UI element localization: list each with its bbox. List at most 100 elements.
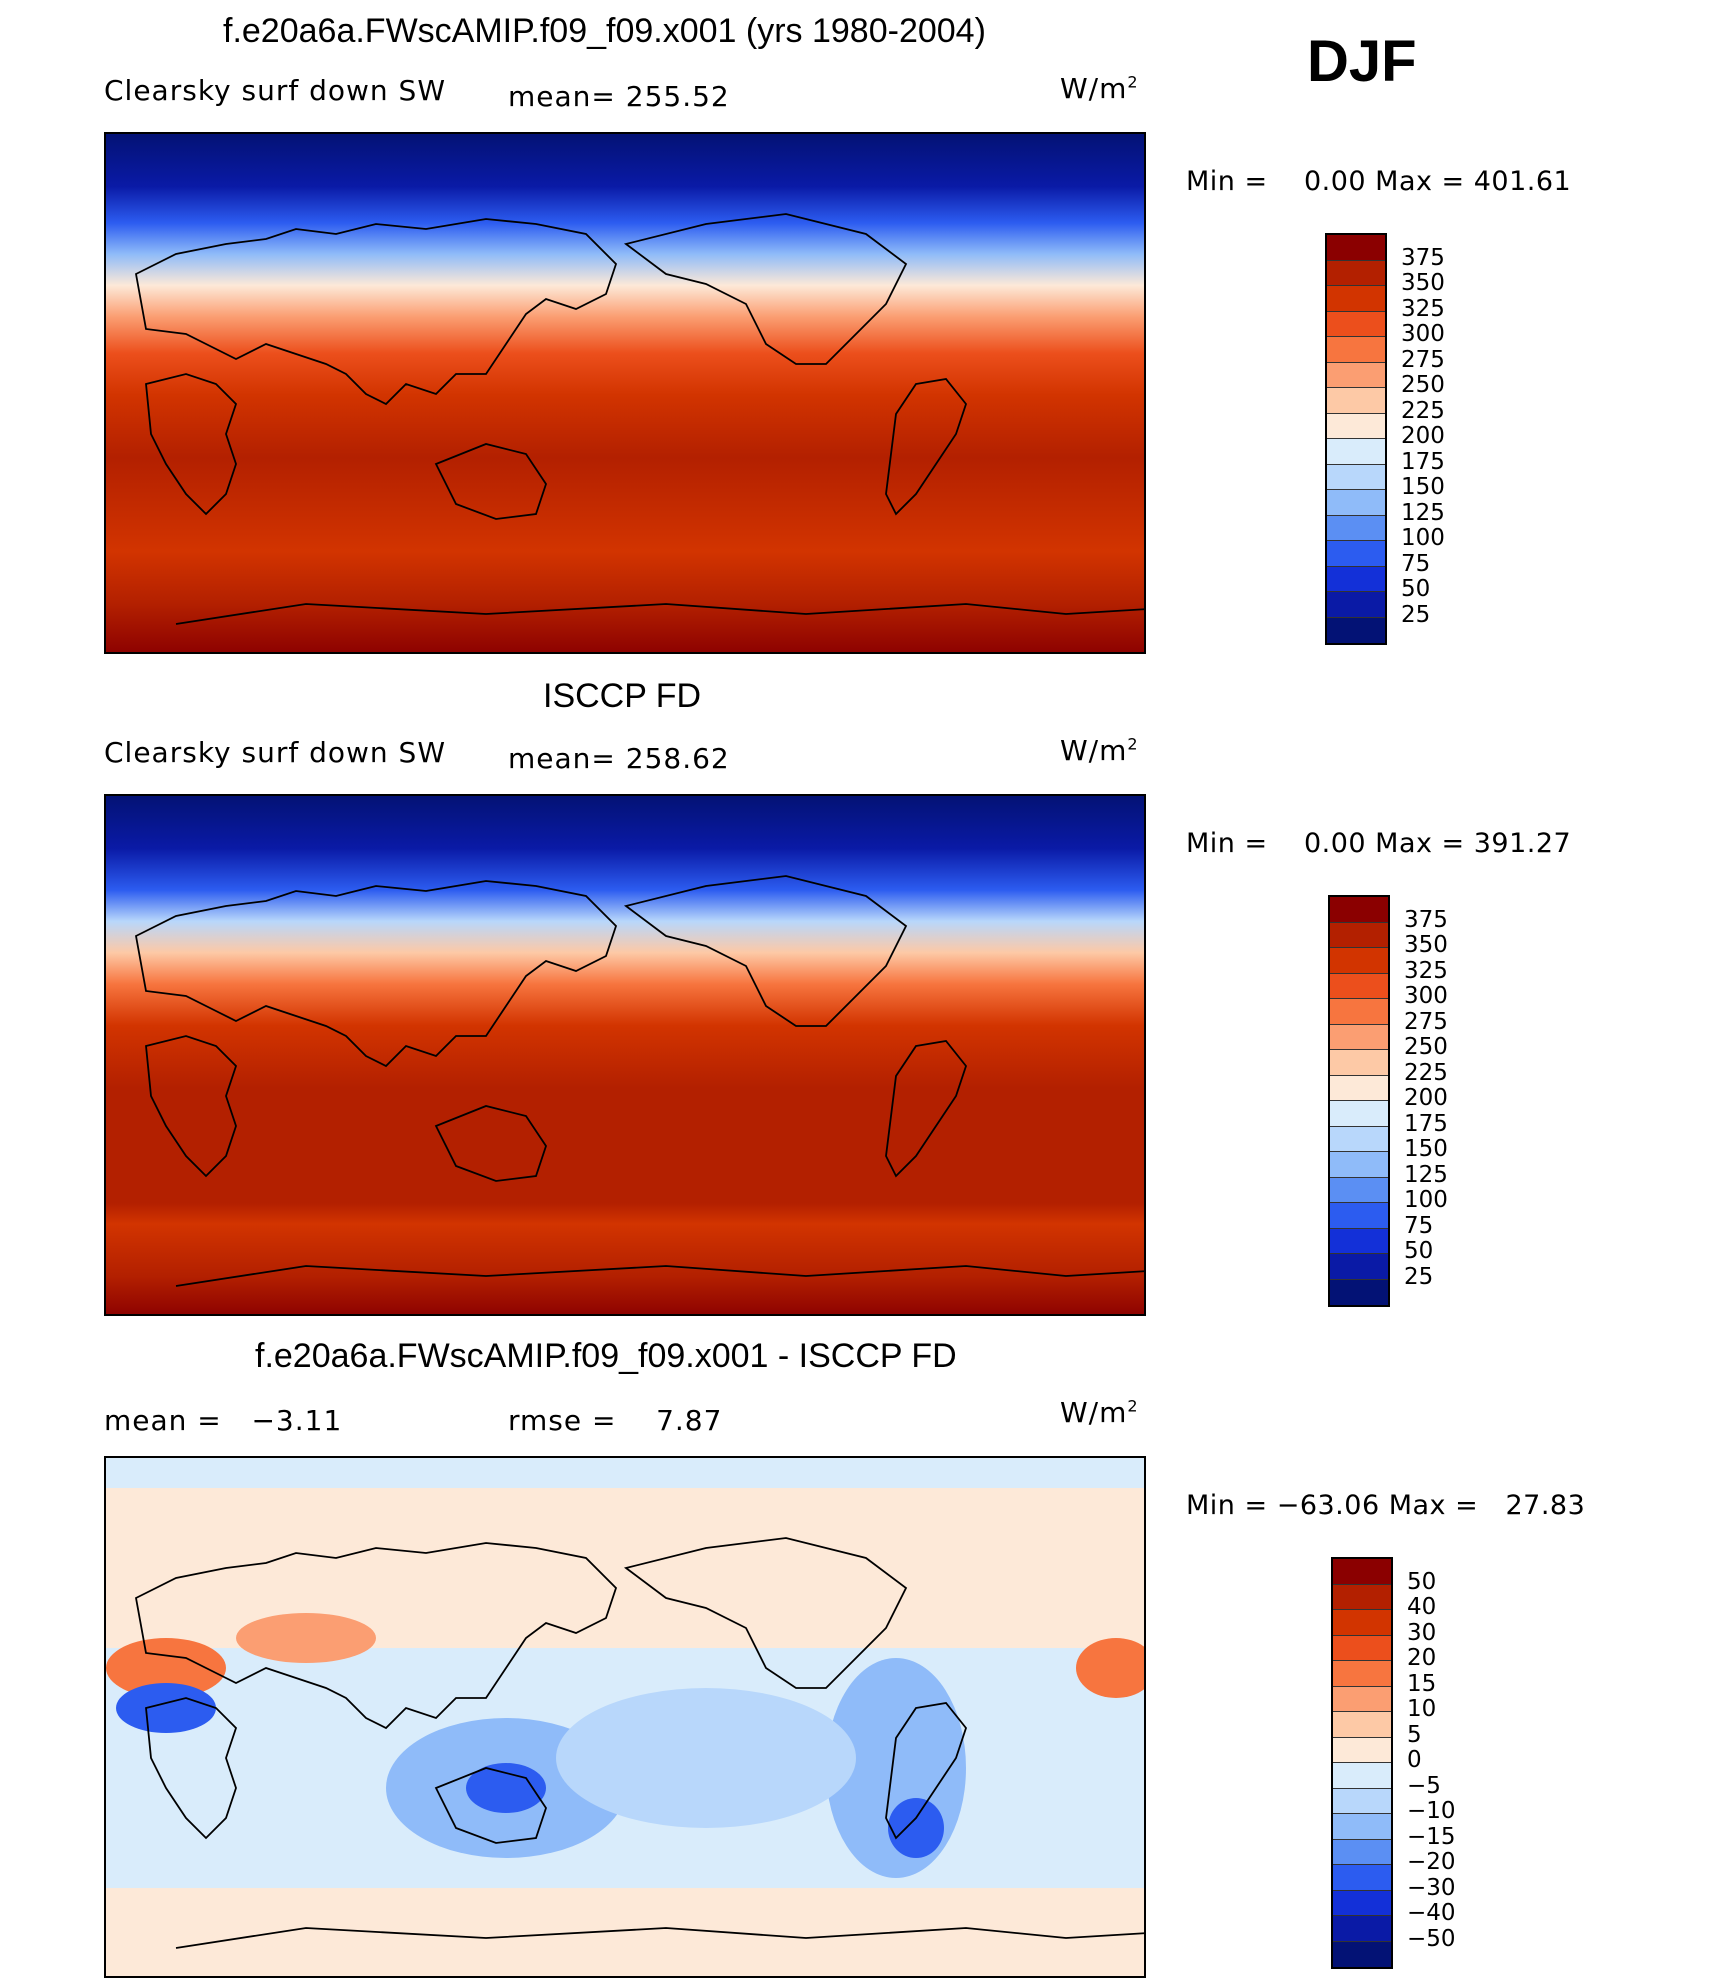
panel2-map [104,794,1146,1316]
panel3-field-anomaly [236,1613,376,1663]
colorbar-segment [1333,1610,1391,1636]
colorbar-segment [1330,973,1388,999]
colorbar-tick-label: 150 [1401,474,1445,500]
colorbar-segment [1333,1584,1391,1610]
colorbar-tick-label: 375 [1404,906,1448,933]
panel1-mean-label: mean= 255.52 [508,80,730,113]
colorbar-tick-label: 20 [1407,1645,1437,1671]
colorbar-tick-label: 40 [1407,1594,1437,1620]
colorbar-tick-label: 350 [1404,932,1448,958]
colorbar-tick-label: 250 [1401,372,1445,398]
panel3-map-field [106,1458,1144,1976]
panel3-units: W/m2 [1060,1396,1139,1429]
colorbar-tick-label: 325 [1401,295,1445,322]
panel3-colorbar [1331,1557,1393,1969]
colorbar-segment [1330,1075,1388,1101]
colorbar-segment [1327,260,1385,286]
colorbar-tick-label: 375 [1401,244,1445,271]
colorbar-segment [1330,999,1388,1025]
colorbar-tick-label: 15 [1407,1670,1437,1697]
colorbar-tick-label: −40 [1407,1900,1456,1926]
colorbar-segment [1327,490,1385,516]
colorbar-segment [1330,1203,1388,1229]
colorbar-tick-label: 275 [1404,1008,1448,1035]
colorbar-segment [1333,1865,1391,1891]
colorbar-segment [1330,948,1388,974]
colorbar-segment [1333,1839,1391,1865]
colorbar-tick-label: 225 [1401,397,1445,424]
panel1-coastlines [134,213,1144,625]
colorbar-segment [1333,1661,1391,1687]
colorbar-segment [1327,439,1385,465]
colorbar-segment [1327,541,1385,567]
colorbar-tick-label: 350 [1401,270,1445,296]
panel3-field-south-band [106,1888,1144,1976]
colorbar-tick-label: 25 [1404,1263,1434,1290]
season-label: DJF [1307,29,1417,94]
colorbar-segment [1333,1941,1391,1967]
colorbar-segment [1327,235,1385,261]
panel2-field-background [106,796,1144,1314]
colorbar-segment [1330,1024,1388,1050]
colorbar-segment [1327,464,1385,490]
colorbar-segment [1327,413,1385,439]
colorbar-tick-label: 75 [1404,1212,1434,1239]
colorbar-tick-label: 125 [1404,1161,1448,1188]
colorbar-segment [1330,897,1388,923]
colorbar-tick-label: 50 [1407,1568,1437,1595]
panel1-colorbar [1325,233,1387,645]
colorbar-tick-label: 300 [1401,321,1445,347]
colorbar-segment [1330,1279,1388,1305]
panel3-coastlines [134,1537,1144,1949]
panel2-map-field [106,796,1144,1314]
panel3-map [104,1456,1146,1978]
panel3-title: f.e20a6a.FWscAMIP.f09_f09.x001 - ISCCP F… [255,1337,957,1375]
colorbar-tick-label: 200 [1401,423,1445,449]
colorbar-segment [1330,1254,1388,1280]
panel1-title: f.e20a6a.FWscAMIP.f09_f09.x001 (yrs 1980… [223,12,986,50]
colorbar-segment [1327,592,1385,618]
colorbar-tick-label: 300 [1404,983,1448,1009]
colorbar-tick-label: 325 [1404,957,1448,984]
colorbar-segment [1327,337,1385,363]
colorbar-segment [1333,1788,1391,1814]
colorbar-tick-label: 100 [1401,525,1445,551]
panel1-map [104,132,1146,654]
colorbar-segment [1330,1101,1388,1127]
colorbar-tick-label: −10 [1407,1798,1456,1824]
colorbar-tick-label: 10 [1407,1696,1437,1722]
colorbar-tick-label: 150 [1404,1136,1448,1162]
panel3-field-anomaly [1076,1638,1144,1698]
colorbar-tick-label: 275 [1401,346,1445,373]
colorbar-tick-label: −20 [1407,1849,1456,1875]
panel2-units: W/m2 [1060,734,1139,767]
panel3-field-anomaly [116,1683,216,1733]
colorbar-tick-label: 175 [1404,1110,1448,1137]
colorbar-tick-label: 125 [1401,499,1445,526]
colorbar-tick-label: 100 [1404,1187,1448,1213]
colorbar-segment [1327,311,1385,337]
colorbar-segment [1333,1890,1391,1916]
colorbar-tick-label: 30 [1407,1619,1437,1646]
colorbar-segment [1333,1559,1391,1585]
panel2-variable-label: Clearsky surf down SW [104,736,447,769]
colorbar-tick-label: 50 [1401,576,1431,602]
panel3-minmax: Min = −63.06 Max = 27.83 [1186,1490,1586,1521]
colorbar-segment [1330,922,1388,948]
colorbar-segment [1333,1635,1391,1661]
panel2-colorbar [1328,895,1390,1307]
colorbar-segment [1327,566,1385,592]
colorbar-segment [1327,388,1385,414]
panel3-field-anomaly [888,1798,944,1858]
panel3-field-anomaly [466,1763,546,1813]
colorbar-segment [1330,1228,1388,1254]
colorbar-tick-label: −5 [1407,1772,1441,1799]
colorbar-segment [1327,286,1385,312]
colorbar-tick-label: −30 [1407,1874,1456,1901]
colorbar-segment [1330,1152,1388,1178]
colorbar-segment [1330,1126,1388,1152]
panel3-mean-label: mean = −3.11 [104,1404,343,1437]
panel2-mean-label: mean= 258.62 [508,742,730,775]
colorbar-tick-label: 25 [1401,601,1431,628]
panel2-coastlines [134,875,1144,1287]
